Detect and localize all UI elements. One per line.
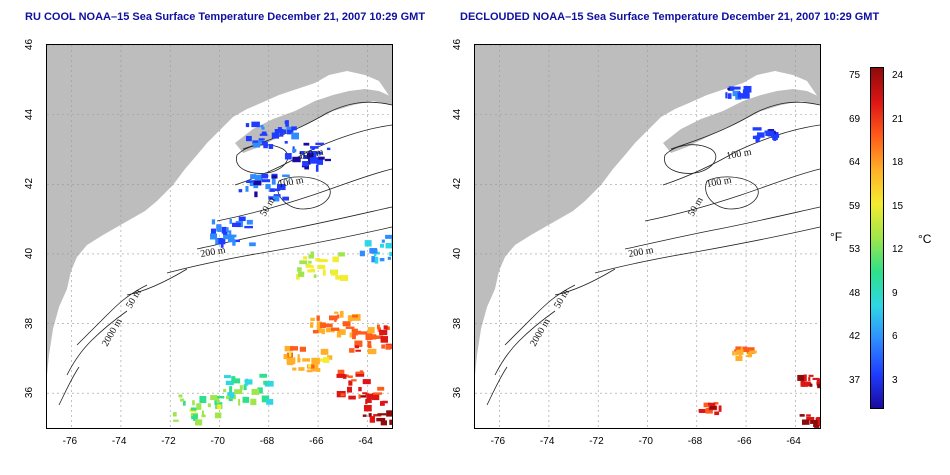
fahrenheit-tick-6: 42: [849, 331, 861, 343]
x-tick-label-4: -68: [259, 436, 275, 447]
sst-patch-4: [799, 414, 820, 428]
celsius-tick-7: 3: [892, 375, 898, 386]
depth-contour-7: [494, 310, 556, 376]
mainland: [475, 45, 820, 375]
sst-patch-7: [349, 324, 392, 355]
sst-patch-0: [752, 127, 780, 143]
celsius-tick-4: 12: [892, 244, 904, 256]
sst-patch-1: [725, 86, 752, 100]
contour-label-0: 100 m: [298, 147, 325, 162]
sst-patch-9: [336, 369, 385, 401]
y-tick-label-1: 38: [452, 317, 464, 329]
x-tick-label-6: -64: [786, 436, 801, 447]
left-sst-map: 100 m 100 m 50 m 200 m 50 m 2000 m: [46, 44, 393, 429]
celsius-tick-3: 15: [892, 200, 904, 212]
y-tick-label-3: 42: [452, 178, 464, 190]
contour-label-3: 200 m: [628, 245, 655, 260]
sst-patch-4: [359, 234, 392, 264]
x-tick-label-4: -68: [687, 436, 703, 447]
sst-patch-2: [238, 173, 290, 202]
mainland: [47, 45, 392, 375]
celsius-tick-2: 18: [892, 157, 904, 169]
depth-contour-4: [594, 226, 820, 274]
celsius-tick-5: 9: [892, 287, 898, 299]
contour-label-4: 50 m: [124, 287, 144, 310]
celsius-label: °C: [918, 232, 932, 246]
y-tick-label-3: 42: [24, 178, 36, 190]
right-map-title: DECLOUDED NOAA–15 Sea Surface Temperatur…: [460, 11, 880, 23]
x-tick-label-1: -74: [111, 436, 127, 447]
bank-contour-0: [664, 144, 717, 174]
depth-contour-4: [166, 226, 392, 274]
nova-scotia: [663, 89, 820, 153]
fahrenheit-tick-0: 75: [849, 70, 861, 81]
bank-contour-1: [705, 176, 759, 210]
sst-patch-3: [210, 216, 256, 248]
y-tick-label-0: 36: [452, 387, 464, 399]
depth-contour-8: [58, 366, 80, 406]
sst-patch-3: [698, 402, 722, 416]
y-tick-label-4: 44: [24, 108, 36, 120]
contour-label-5: 2000 m: [528, 317, 553, 349]
contour-label-5: 2000 m: [100, 317, 125, 349]
x-tick-label-0: -76: [490, 436, 506, 447]
sst-patch-1: [245, 120, 300, 149]
fahrenheit-tick-4: 53: [849, 244, 861, 256]
sst-patch-2: [797, 374, 820, 389]
depth-contour-3: [624, 206, 820, 250]
x-tick-label-5: -66: [309, 436, 324, 447]
x-tick-label-2: -72: [589, 436, 604, 447]
y-tick-label-0: 36: [24, 387, 36, 399]
celsius-tick-0: 24: [892, 70, 904, 81]
y-tick-label-2: 40: [24, 247, 36, 259]
depth-contour-7: [66, 310, 128, 376]
y-tick-label-5: 46: [24, 38, 36, 51]
contour-label-1: 100 m: [278, 175, 305, 190]
fahrenheit-tick-7: 37: [849, 375, 861, 386]
sst-patch-6: [310, 310, 361, 338]
sst-patch-5: [732, 346, 757, 362]
sst-patch-10: [223, 373, 274, 406]
x-tick-label-1: -74: [539, 436, 555, 447]
contour-label-1: 100 m: [706, 175, 733, 190]
depth-contour-8: [486, 366, 508, 406]
contour-label-0: 100 m: [726, 147, 753, 162]
depth-contour-2: [216, 168, 392, 222]
y-tick-label-2: 40: [452, 247, 464, 259]
x-tick-label-3: -70: [638, 436, 653, 447]
sst-patch-5: [296, 251, 349, 281]
depth-contour-6: [504, 284, 576, 346]
x-tick-label-6: -64: [358, 436, 373, 447]
depth-contour-0: [670, 101, 820, 150]
contour-label-3: 200 m: [200, 245, 227, 260]
sst-patch-0: [284, 142, 331, 172]
contour-label-4: 50 m: [552, 287, 572, 310]
celsius-tick-6: 6: [892, 331, 898, 343]
fahrenheit-label: °F: [830, 230, 843, 244]
fahrenheit-tick-2: 64: [849, 157, 861, 169]
left-map-title: RU COOL NOAA–15 Sea Surface Temperature …: [25, 11, 426, 23]
y-tick-label-4: 44: [452, 108, 464, 120]
celsius-tick-1: 21: [892, 113, 904, 125]
x-tick-label-0: -76: [62, 436, 78, 447]
y-tick-label-5: 46: [452, 38, 464, 51]
x-tick-label-5: -66: [737, 436, 752, 447]
x-tick-label-3: -70: [210, 436, 225, 447]
fahrenheit-tick-3: 59: [849, 200, 861, 212]
sst-patch-12: [362, 398, 392, 426]
x-tick-label-2: -72: [161, 436, 176, 447]
depth-contour-1: [662, 124, 820, 186]
sst-patch-8: [283, 345, 333, 373]
sst-patch-11: [172, 394, 225, 426]
fahrenheit-tick-1: 69: [849, 113, 861, 125]
depth-contour-2: [644, 168, 820, 222]
y-tick-label-1: 38: [24, 317, 36, 329]
depth-contour-6: [76, 284, 148, 346]
temperature-colorbar: [870, 67, 884, 409]
right-sst-map: 100 m 100 m 50 m 200 m 50 m 2000 m: [474, 44, 821, 429]
fahrenheit-tick-5: 48: [849, 287, 861, 299]
